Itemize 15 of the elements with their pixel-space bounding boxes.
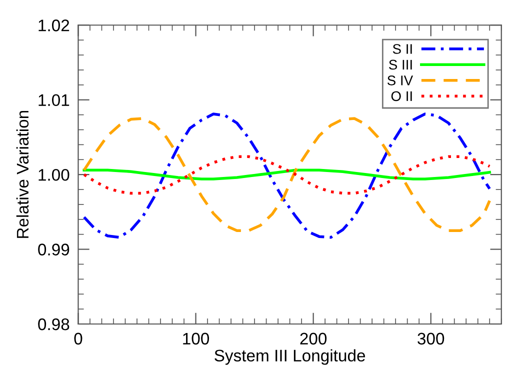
y-tick-label: 0.99 xyxy=(38,244,70,256)
x-tick-label: 0 xyxy=(74,332,82,345)
x-tick-label: 100 xyxy=(183,332,210,345)
y-tick-label: 1.01 xyxy=(38,94,70,106)
legend-label: S III xyxy=(389,60,412,70)
x-tick-label: 300 xyxy=(418,332,444,345)
y-axis-title: Relative Variation xyxy=(16,110,29,238)
legend-label: O II xyxy=(391,91,412,102)
legend-label: S II xyxy=(392,44,412,54)
y-tick-label: 1.02 xyxy=(38,20,70,32)
y-tick-label: 1.00 xyxy=(38,168,70,181)
y-tick-label: 0.98 xyxy=(38,318,70,330)
legend-label: S IV xyxy=(387,76,414,86)
x-axis-title: System III Longitude xyxy=(214,349,366,365)
x-tick-label: 200 xyxy=(300,332,327,345)
